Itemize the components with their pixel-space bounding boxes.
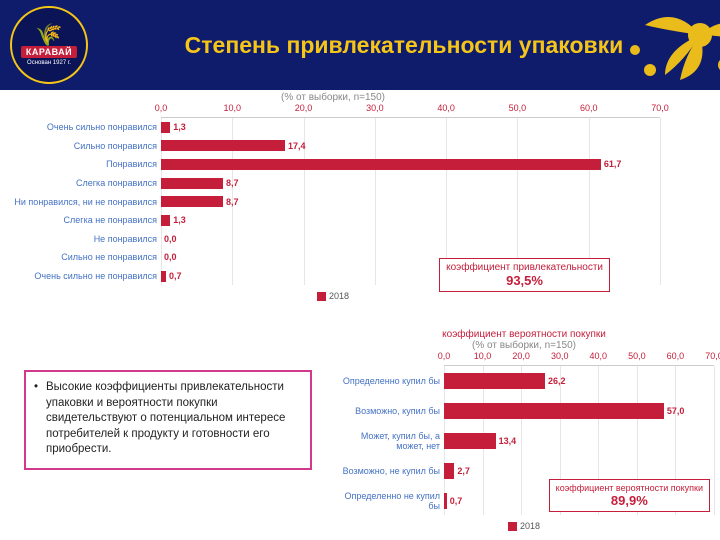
bar bbox=[161, 196, 223, 207]
value-label: 17,4 bbox=[288, 141, 306, 151]
category-label: Ни понравился, ни не понравился bbox=[6, 197, 161, 207]
category-label: Сильно не понравился bbox=[6, 252, 161, 262]
legend-swatch bbox=[508, 522, 517, 531]
category-label: Определенно купил бы bbox=[334, 376, 444, 386]
bar-row: Может, купил бы, а может, нет13,4 bbox=[444, 426, 714, 456]
category-label: Слегка понравился bbox=[6, 178, 161, 188]
brand-name: КАРАВАЙ bbox=[21, 46, 77, 58]
tick: 0,0 bbox=[438, 351, 451, 361]
bar bbox=[161, 178, 223, 189]
coef-value: 89,9% bbox=[556, 493, 703, 508]
bar-row: Ни понравился, ни не понравился8,7 bbox=[161, 192, 660, 211]
coef-title: коэффициент вероятности покупки bbox=[556, 483, 703, 493]
tick: 50,0 bbox=[509, 103, 527, 113]
bar-row: Сильно понравился17,4 bbox=[161, 137, 660, 156]
coef-value: 93,5% bbox=[446, 273, 603, 288]
bar bbox=[161, 271, 166, 282]
tick: 30,0 bbox=[366, 103, 384, 113]
category-label: Понравился bbox=[6, 159, 161, 169]
value-label: 1,3 bbox=[173, 215, 186, 225]
chart1-subtitle: (% от выборки, n=150) bbox=[6, 92, 660, 103]
wheat-icon: 🌾 bbox=[35, 24, 62, 46]
bar-row: Определенно купил бы26,2 bbox=[444, 366, 714, 396]
value-label: 0,7 bbox=[169, 271, 182, 281]
bar bbox=[444, 463, 454, 479]
tick: 50,0 bbox=[628, 351, 646, 361]
category-label: Возможно, купил бы bbox=[334, 406, 444, 416]
category-label: Определенно не купил бы bbox=[334, 491, 444, 511]
bar bbox=[161, 159, 601, 170]
purchase-likelihood-chart: коэффициент вероятности покупки (% от вы… bbox=[334, 329, 714, 534]
value-label: 1,3 bbox=[173, 122, 186, 132]
bar bbox=[444, 403, 664, 419]
value-label: 0,0 bbox=[164, 234, 177, 244]
category-label: Очень сильно не понравился bbox=[6, 271, 161, 281]
tick: 30,0 bbox=[551, 351, 569, 361]
bar bbox=[161, 140, 285, 151]
purchase-coef-box: коэффициент вероятности покупки 89,9% bbox=[549, 479, 710, 512]
chart2-subtitle1: коэффициент вероятности покупки bbox=[334, 329, 714, 340]
bar-row: Слегка не понравился1,3 bbox=[161, 211, 660, 230]
bar-row: Возможно, купил бы57,0 bbox=[444, 396, 714, 426]
tick: 10,0 bbox=[224, 103, 242, 113]
tick: 40,0 bbox=[437, 103, 455, 113]
tick: 60,0 bbox=[667, 351, 685, 361]
tick: 20,0 bbox=[512, 351, 530, 361]
value-label: 61,7 bbox=[604, 159, 622, 169]
category-label: Может, купил бы, а может, нет bbox=[334, 431, 444, 451]
chart1-legend: 2018 bbox=[6, 291, 660, 301]
tick: 70,0 bbox=[651, 103, 669, 113]
chart2-legend: 2018 bbox=[334, 521, 714, 531]
page-title: Степень привлекательности упаковки bbox=[88, 31, 720, 60]
summary-box: Высокие коэффициенты привлекательности у… bbox=[24, 370, 312, 470]
bar bbox=[444, 373, 545, 389]
coef-title: коэффициент привлекательности bbox=[446, 262, 603, 273]
bar-row: Не понравился0,0 bbox=[161, 230, 660, 249]
value-label: 8,7 bbox=[226, 197, 239, 207]
attractiveness-coef-box: коэффициент привлекательности 93,5% bbox=[439, 258, 610, 292]
tick: 10,0 bbox=[474, 351, 492, 361]
bar-row: Слегка понравился8,7 bbox=[161, 174, 660, 193]
header: 🌾 КАРАВАЙ Основан 1927 г. Степень привле… bbox=[0, 0, 720, 90]
legend-swatch bbox=[317, 292, 326, 301]
value-label: 26,2 bbox=[548, 376, 566, 386]
value-label: 13,4 bbox=[499, 436, 517, 446]
bar bbox=[161, 215, 170, 226]
bar bbox=[444, 433, 496, 449]
brand-logo: 🌾 КАРАВАЙ Основан 1927 г. bbox=[10, 6, 88, 84]
tick: 0,0 bbox=[155, 103, 168, 113]
bar bbox=[161, 122, 170, 133]
attractiveness-chart: (% от выборки, n=150) 0,0 10,0 20,0 30,0 40,… bbox=[6, 92, 660, 322]
chart2-xaxis: 0,010,020,030,040,050,060,070,0 bbox=[444, 351, 714, 365]
chart2-subtitle2: (% от выборки, n=150) bbox=[334, 340, 714, 351]
tick: 40,0 bbox=[590, 351, 608, 361]
value-label: 0,0 bbox=[164, 252, 177, 262]
tick: 60,0 bbox=[580, 103, 598, 113]
bar-row: Очень сильно понравился1,3 bbox=[161, 118, 660, 137]
chart1-xaxis: 0,010,020,030,040,050,060,070,0 bbox=[161, 103, 660, 117]
bar-row: Понравился61,7 bbox=[161, 155, 660, 174]
tick: 20,0 bbox=[295, 103, 313, 113]
summary-text: Высокие коэффициенты привлекательности у… bbox=[46, 381, 285, 455]
value-label: 57,0 bbox=[667, 406, 685, 416]
value-label: 2,7 bbox=[457, 466, 470, 476]
value-label: 0,7 bbox=[450, 496, 463, 506]
category-label: Возможно, не купил бы bbox=[334, 466, 444, 476]
category-label: Сильно понравился bbox=[6, 141, 161, 151]
value-label: 8,7 bbox=[226, 178, 239, 188]
category-label: Очень сильно понравился bbox=[6, 122, 161, 132]
category-label: Слегка не понравился bbox=[6, 215, 161, 225]
bar bbox=[444, 493, 447, 509]
tick: 70,0 bbox=[705, 351, 720, 361]
brand-sub: Основан 1927 г. bbox=[27, 60, 71, 66]
category-label: Не понравился bbox=[6, 234, 161, 244]
